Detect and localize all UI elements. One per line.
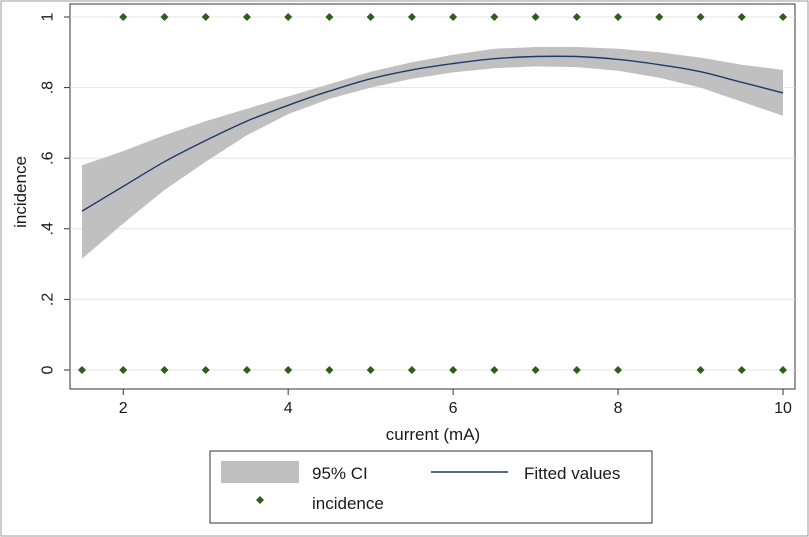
incidence-point: [655, 13, 664, 21]
incidence-point: [737, 13, 746, 21]
x-tick-label: 6: [449, 400, 458, 417]
y-tick-label: .2: [40, 293, 57, 306]
incidence-point: [366, 366, 375, 374]
x-tick-label: 8: [614, 400, 623, 417]
incidence-points: [78, 13, 787, 374]
y-tick-label: .8: [40, 81, 57, 94]
y-axis-label: incidence: [11, 156, 30, 228]
incidence-point: [614, 13, 623, 21]
legend-points-swatch: [256, 496, 264, 504]
incidence-point: [696, 13, 705, 21]
incidence-point: [531, 366, 540, 374]
x-tick-label: 4: [284, 400, 293, 417]
x-axis: 2 4 6 8 10: [119, 389, 792, 417]
incidence-point: [366, 13, 375, 21]
incidence-point: [119, 366, 128, 374]
incidence-point: [201, 13, 210, 21]
incidence-point: [407, 366, 416, 374]
y-tick-label: 1: [40, 12, 57, 21]
incidence-point: [490, 366, 499, 374]
incidence-point: [779, 366, 787, 374]
incidence-point: [531, 13, 540, 21]
incidence-point: [284, 366, 293, 374]
legend-points-label: incidence: [312, 494, 384, 513]
y-tick-label: .6: [40, 151, 57, 164]
y-axis: 0 .2 .4 .6 .8 1: [40, 12, 70, 374]
incidence-point: [325, 366, 334, 374]
gridlines: [70, 16, 795, 371]
x-axis-label: current (mA): [386, 425, 480, 444]
incidence-point: [449, 366, 458, 374]
x-tick-label: 10: [774, 400, 792, 417]
incidence-point: [614, 366, 623, 374]
incidence-point: [572, 366, 581, 374]
incidence-point: [119, 13, 128, 21]
incidence-point: [779, 13, 787, 21]
incidence-point: [325, 13, 334, 21]
y-tick-label: 0: [40, 365, 57, 374]
plot-area: [69, 3, 796, 390]
legend: 95% CI Fitted values incidence: [209, 450, 653, 524]
legend-ci-label: 95% CI: [312, 464, 368, 483]
incidence-point: [201, 366, 210, 374]
ci-band: [82, 47, 783, 259]
y-tick-label: .4: [40, 222, 57, 235]
incidence-point: [696, 366, 705, 374]
incidence-point: [407, 13, 416, 21]
legend-ci-swatch: [221, 461, 299, 483]
incidence-point: [449, 13, 458, 21]
incidence-point: [284, 13, 293, 21]
x-tick-label: 2: [119, 400, 128, 417]
incidence-point: [242, 13, 251, 21]
incidence-point: [737, 366, 746, 374]
incidence-point: [160, 13, 169, 21]
legend-fit-label: Fitted values: [524, 464, 620, 483]
incidence-point: [490, 13, 499, 21]
incidence-point: [78, 366, 86, 374]
incidence-point: [572, 13, 581, 21]
incidence-point: [160, 366, 169, 374]
incidence-point: [242, 366, 251, 374]
fitted-line: [81, 55, 784, 212]
